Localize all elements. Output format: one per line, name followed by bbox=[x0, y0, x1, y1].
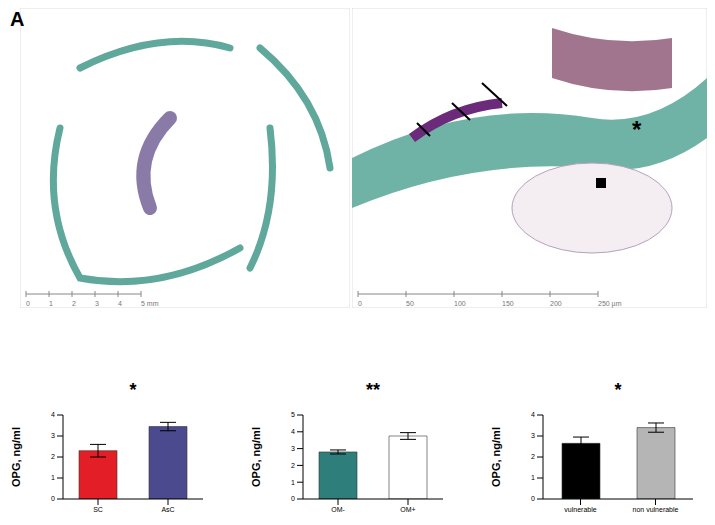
svg-text:OPG, ng/ml: OPG, ng/ml bbox=[490, 427, 502, 487]
svg-text:vulnerable: vulnerable bbox=[564, 506, 596, 513]
svg-text:4: 4 bbox=[531, 411, 535, 418]
svg-text:250 µm: 250 µm bbox=[598, 300, 622, 308]
svg-text:OPG, ng/ml: OPG, ng/ml bbox=[10, 427, 22, 487]
svg-text:2: 2 bbox=[291, 462, 295, 469]
svg-text:SC: SC bbox=[93, 506, 103, 513]
svg-text:4: 4 bbox=[291, 428, 295, 435]
svg-text:1: 1 bbox=[291, 479, 295, 486]
html-text:A: A bbox=[10, 8, 25, 30]
svg-text:0: 0 bbox=[531, 495, 535, 502]
svg-text:*: * bbox=[632, 116, 642, 143]
svg-text:3: 3 bbox=[95, 300, 99, 307]
svg-text:AsC: AsC bbox=[161, 506, 174, 513]
svg-text:4: 4 bbox=[51, 411, 55, 418]
svg-text:3: 3 bbox=[531, 432, 535, 439]
svg-text:0: 0 bbox=[26, 300, 30, 307]
svg-text:100: 100 bbox=[454, 300, 466, 307]
svg-text:2: 2 bbox=[72, 300, 76, 307]
svg-text:3: 3 bbox=[51, 432, 55, 439]
svg-text:3: 3 bbox=[291, 445, 295, 452]
svg-text:5: 5 bbox=[291, 411, 295, 418]
svg-text:1: 1 bbox=[51, 474, 55, 481]
svg-text:2: 2 bbox=[51, 453, 55, 460]
svg-text:5 mm: 5 mm bbox=[141, 300, 159, 307]
svg-text:OPG, ng/ml: OPG, ng/ml bbox=[250, 427, 262, 487]
svg-text:0: 0 bbox=[291, 495, 295, 502]
svg-text:1: 1 bbox=[49, 300, 53, 307]
svg-text:0: 0 bbox=[51, 495, 55, 502]
svg-text:4: 4 bbox=[118, 300, 122, 307]
svg-text:150: 150 bbox=[502, 300, 514, 307]
svg-text:1: 1 bbox=[531, 474, 535, 481]
svg-text:50: 50 bbox=[406, 300, 414, 307]
svg-text:OM+: OM+ bbox=[400, 506, 415, 513]
svg-text:OM-: OM- bbox=[331, 506, 345, 513]
svg-text:0: 0 bbox=[358, 300, 362, 307]
svg-text:2: 2 bbox=[531, 453, 535, 460]
svg-text:non vulnerable: non vulnerable bbox=[633, 506, 679, 513]
svg-text:200: 200 bbox=[550, 300, 562, 307]
